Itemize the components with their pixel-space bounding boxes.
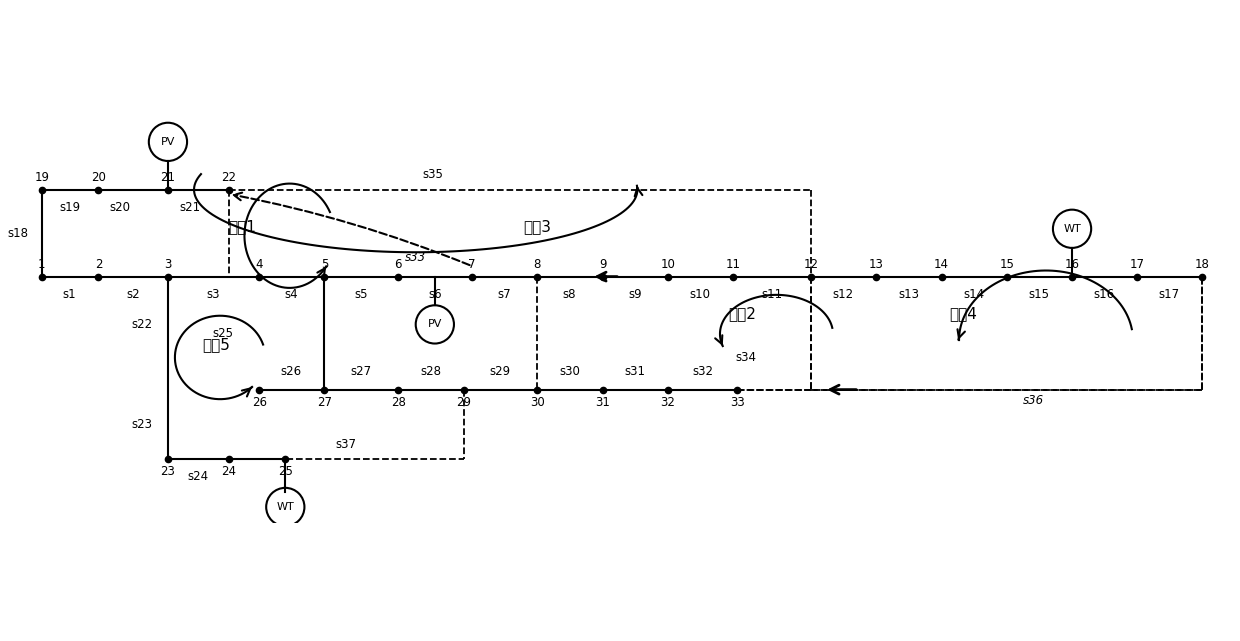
Text: 1: 1 [38, 258, 46, 271]
Text: 2: 2 [94, 258, 102, 271]
Text: s32: s32 [692, 365, 713, 378]
Text: 环蠇4: 环蠇4 [950, 306, 977, 322]
Text: 10: 10 [661, 258, 676, 271]
Text: 11: 11 [725, 258, 740, 271]
Text: s24: s24 [187, 470, 208, 483]
Text: s5: s5 [355, 288, 368, 301]
Text: s33: s33 [405, 251, 427, 264]
Text: 23: 23 [160, 465, 175, 478]
Text: s14: s14 [963, 288, 985, 301]
Text: 环蠇1: 环蠇1 [228, 220, 255, 235]
Text: 16: 16 [1065, 258, 1080, 271]
Text: s17: s17 [1159, 288, 1180, 301]
Text: s37: s37 [336, 438, 357, 451]
Text: 19: 19 [35, 171, 50, 183]
Text: s27: s27 [351, 365, 372, 378]
Text: s26: s26 [280, 365, 303, 378]
Text: 31: 31 [595, 395, 610, 409]
Text: 29: 29 [456, 395, 471, 409]
Text: 环蠇3: 环蠇3 [523, 220, 552, 235]
Text: 28: 28 [391, 395, 405, 409]
Text: 环蠇2: 环蠇2 [728, 306, 755, 322]
Text: s21: s21 [179, 201, 200, 214]
Text: 17: 17 [1130, 258, 1145, 271]
Text: 18: 18 [1195, 258, 1210, 271]
Text: s31: s31 [624, 365, 645, 378]
Text: s18: s18 [7, 227, 29, 240]
Text: 15: 15 [999, 258, 1014, 271]
Text: 30: 30 [529, 395, 544, 409]
Text: 27: 27 [317, 395, 332, 409]
Text: s28: s28 [420, 365, 441, 378]
Text: s29: s29 [490, 365, 511, 378]
Text: 9: 9 [599, 258, 606, 271]
Text: s25: s25 [212, 327, 233, 340]
Text: 3: 3 [164, 258, 171, 271]
Text: s10: s10 [689, 288, 711, 301]
Text: s35: s35 [423, 169, 444, 181]
Text: 20: 20 [91, 171, 105, 183]
Text: s13: s13 [898, 288, 919, 301]
Text: 14: 14 [934, 258, 949, 271]
Text: 33: 33 [730, 395, 745, 409]
Text: 8: 8 [533, 258, 541, 271]
Text: 4: 4 [255, 258, 263, 271]
Text: s12: s12 [833, 288, 854, 301]
Text: s30: s30 [559, 365, 580, 378]
Text: 5: 5 [321, 258, 329, 271]
Text: PV: PV [428, 319, 441, 329]
Text: PV: PV [161, 137, 175, 147]
Text: s20: s20 [109, 201, 130, 214]
Text: WT: WT [277, 502, 294, 512]
Text: s34: s34 [735, 351, 756, 364]
Text: 24: 24 [221, 465, 237, 478]
Text: s16: s16 [1094, 288, 1115, 301]
Text: s23: s23 [131, 418, 153, 431]
Text: 12: 12 [804, 258, 818, 271]
Text: 22: 22 [221, 171, 237, 183]
Text: 21: 21 [160, 171, 175, 183]
Text: 6: 6 [394, 258, 402, 271]
Text: s7: s7 [497, 288, 511, 301]
Text: s1: s1 [63, 288, 77, 301]
Text: s22: s22 [131, 318, 153, 331]
Text: 13: 13 [869, 258, 884, 271]
Text: s15: s15 [1028, 288, 1049, 301]
Text: s19: s19 [60, 201, 81, 214]
Text: WT: WT [1063, 224, 1081, 234]
Text: 7: 7 [469, 258, 476, 271]
Text: s8: s8 [563, 288, 577, 301]
Text: s36: s36 [1022, 394, 1044, 408]
Text: s9: s9 [627, 288, 641, 301]
Text: s6: s6 [428, 288, 441, 301]
Text: 32: 32 [661, 395, 676, 409]
Text: s11: s11 [761, 288, 782, 301]
Text: 25: 25 [278, 465, 293, 478]
Text: s3: s3 [206, 288, 219, 301]
Text: s2: s2 [126, 288, 140, 301]
Text: 环蠇5: 环蠇5 [202, 337, 229, 352]
Text: s4: s4 [285, 288, 298, 301]
Text: 26: 26 [252, 395, 267, 409]
